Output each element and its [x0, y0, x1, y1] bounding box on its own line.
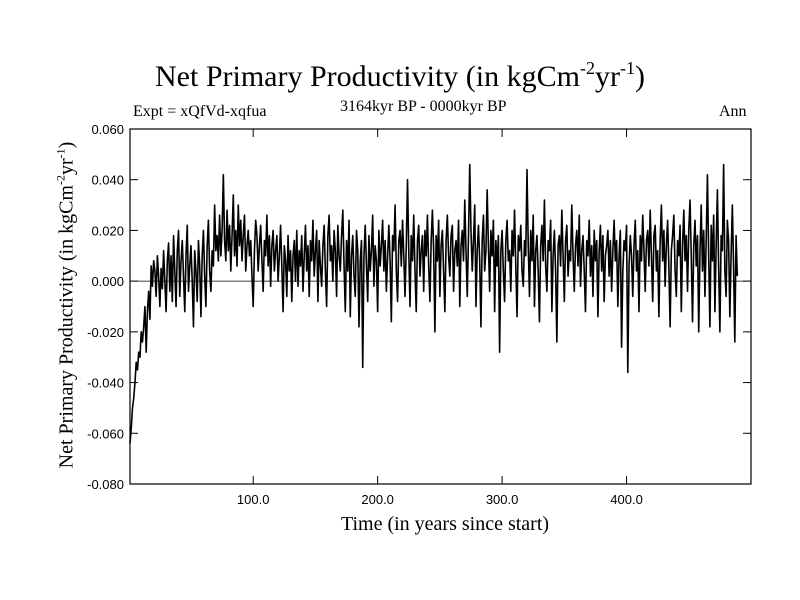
experiment-label: Expt = xQfVd-xqfua: [133, 103, 267, 120]
plot-frame: [129, 128, 752, 485]
y-tick-label: 0.000: [91, 274, 124, 289]
season-label: Ann: [719, 103, 747, 120]
x-tick-label: 300.0: [486, 492, 519, 507]
y-tick-label: 0.040: [91, 173, 124, 188]
chart-subtitle: 3164kyr BP - 0000kyr BP: [340, 98, 507, 115]
y-tick-label: -0.040: [87, 376, 124, 391]
series-line: [129, 163, 739, 444]
y-tick-label: -0.020: [87, 325, 124, 340]
chart-title: Net Primary Productivity (in kgCm-2yr-1): [155, 58, 645, 93]
x-tick-label: 100.0: [237, 492, 270, 507]
y-tick-label: 0.020: [91, 223, 124, 238]
y-tick-label: 0.060: [91, 122, 124, 137]
x-tick-label: 200.0: [361, 492, 394, 507]
x-tick-label: 400.0: [610, 492, 643, 507]
y-tick-label: -0.060: [87, 426, 124, 441]
x-axis-label: Time (in years since start): [340, 513, 550, 535]
y-tick-label: -0.080: [87, 477, 124, 492]
